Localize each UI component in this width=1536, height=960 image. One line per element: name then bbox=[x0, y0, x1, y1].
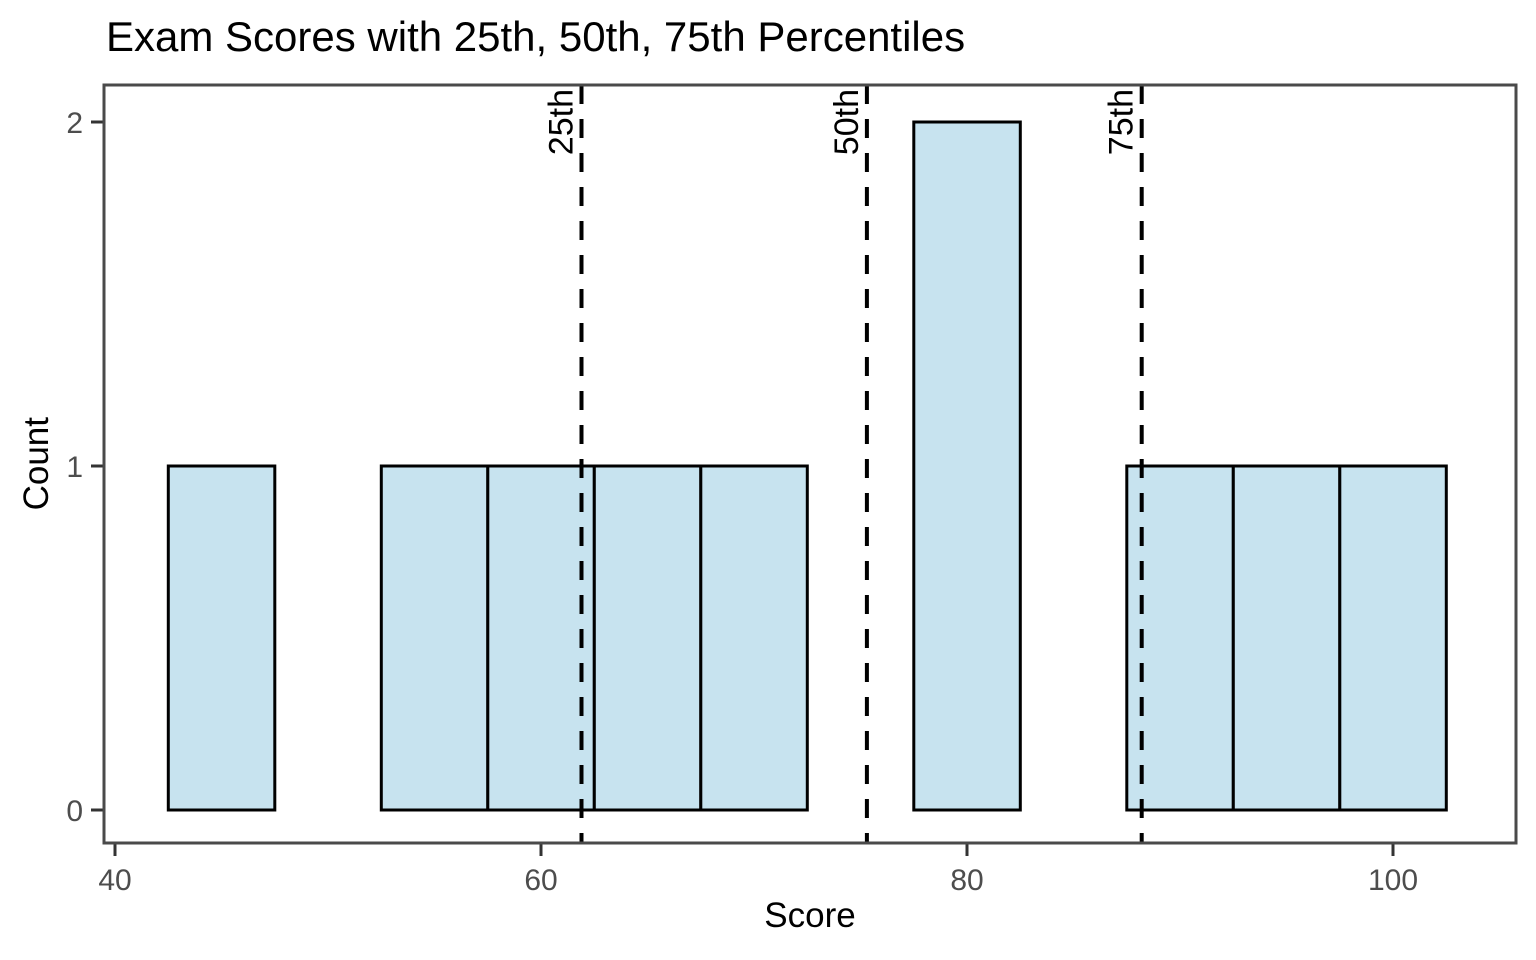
histogram-bar bbox=[166, 464, 277, 812]
x-axis-title: Score bbox=[764, 896, 856, 935]
chart-title: Exam Scores with 25th, 50th, 75th Percen… bbox=[106, 13, 966, 60]
histogram-bar bbox=[486, 464, 596, 812]
histogram-bar bbox=[592, 464, 703, 812]
percentile-label-50th: 50th bbox=[828, 89, 866, 155]
y-tick-label: 2 bbox=[66, 107, 83, 140]
x-tick-label: 80 bbox=[950, 864, 983, 897]
y-tick-label: 1 bbox=[66, 451, 83, 484]
histogram-bar bbox=[1125, 464, 1235, 812]
histogram-bar bbox=[379, 464, 490, 812]
x-tick-label: 100 bbox=[1368, 864, 1418, 897]
y-tick-label: 0 bbox=[66, 795, 83, 828]
histogram-bar bbox=[1338, 464, 1448, 812]
y-axis-title: Count bbox=[16, 417, 56, 511]
histogram-bar bbox=[912, 120, 1022, 812]
y-axis-title-wrap: Count bbox=[0, 85, 72, 843]
percentile-label-75th: 75th bbox=[1103, 89, 1141, 155]
histogram-bar bbox=[1231, 464, 1342, 812]
x-tick-label: 40 bbox=[98, 864, 131, 897]
panel-border bbox=[102, 83, 1518, 845]
x-tick-label: 60 bbox=[524, 864, 557, 897]
percentile-label-25th: 25th bbox=[543, 89, 581, 155]
histogram-bar bbox=[699, 464, 809, 812]
